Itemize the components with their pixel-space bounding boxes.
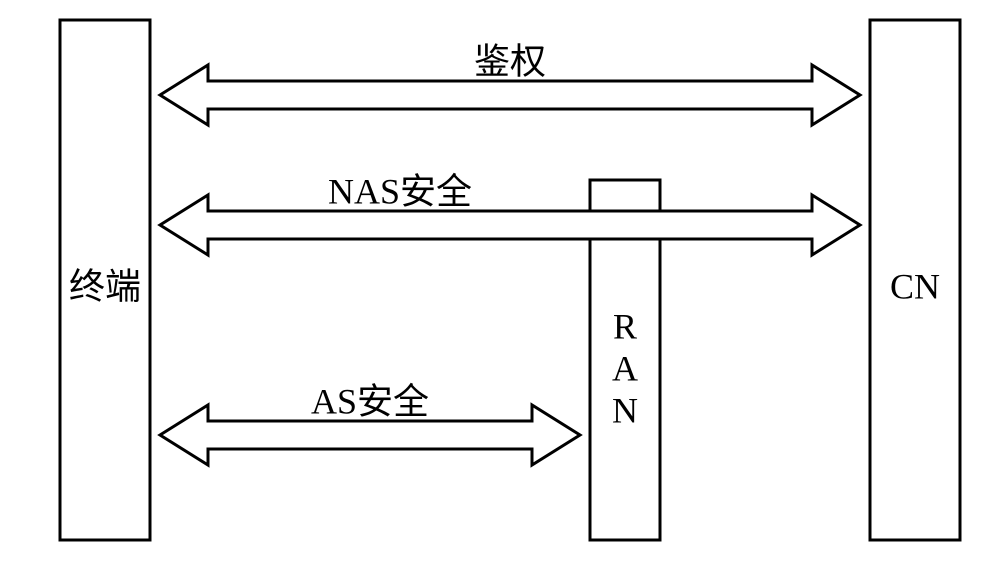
as-arrow-label: AS安全	[311, 381, 429, 421]
nas-arrow-label: NAS安全	[328, 171, 472, 211]
cn-box: CN	[870, 20, 960, 540]
ran-label-line: R	[613, 306, 637, 346]
terminal-label: 终端	[69, 266, 141, 306]
ran-label-line: A	[612, 348, 638, 388]
cn-label: CN	[890, 266, 940, 306]
terminal-box: 终端	[60, 20, 150, 540]
auth-arrow-label: 鉴权	[474, 41, 546, 81]
ran-label-line: N	[612, 390, 638, 430]
